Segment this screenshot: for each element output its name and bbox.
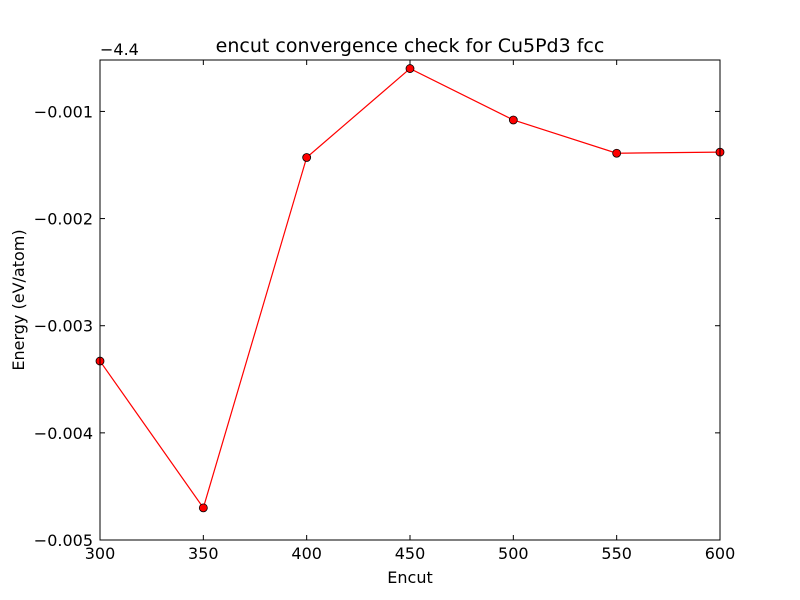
plot-frame	[99, 59, 721, 541]
x-tick-label: 500	[498, 544, 529, 563]
y-tick-label: −0.005	[34, 531, 93, 550]
y-tick-label: −0.001	[34, 102, 93, 121]
y-tick-label: −0.004	[34, 424, 93, 443]
x-axis-label: Encut	[387, 568, 432, 587]
data-series	[95, 64, 725, 513]
y-axis-label: Energy (eV/atom)	[9, 229, 28, 370]
x-tick-label: 550	[601, 544, 632, 563]
y-offset-label: −4.4	[100, 40, 139, 59]
x-tick-label: 350	[188, 544, 219, 563]
data-point	[405, 64, 415, 73]
x-tick-label: 450	[395, 544, 426, 563]
y-tick-label: −0.003	[34, 317, 93, 336]
x-tick-label: 400	[291, 544, 322, 563]
data-point	[198, 503, 208, 513]
x-tick-label: 300	[85, 544, 116, 563]
data-point	[302, 153, 312, 162]
y-axis-ticks: −0.005 −0.004 −0.003 −0.002 −0.001	[34, 102, 720, 550]
data-point	[612, 148, 622, 158]
x-tick-label: 600	[705, 544, 736, 563]
y-tick-label: −0.002	[34, 210, 93, 229]
data-point	[508, 115, 518, 125]
chart-title: encut convergence check for Cu5Pd3 fcc	[216, 35, 605, 57]
